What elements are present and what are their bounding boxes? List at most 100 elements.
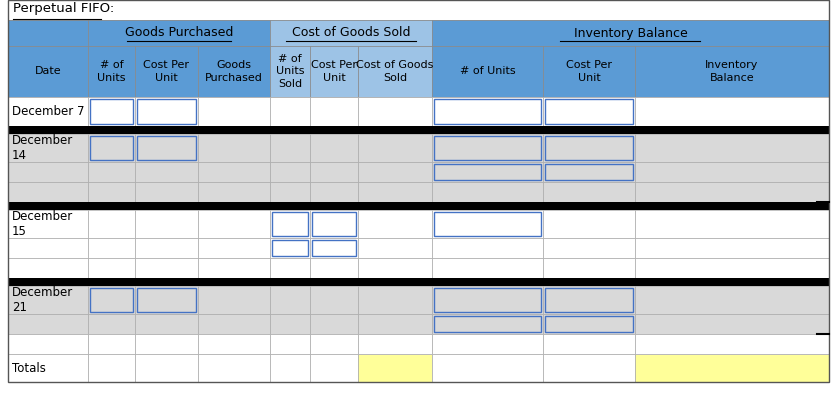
Text: # of Units: # of Units bbox=[459, 66, 515, 76]
Bar bbox=[543, 46, 635, 97]
Text: # of
Units
Sold: # of Units Sold bbox=[275, 54, 304, 89]
Bar bbox=[544, 316, 632, 332]
Bar bbox=[135, 97, 198, 126]
Bar bbox=[270, 97, 309, 126]
Bar bbox=[544, 288, 632, 312]
Bar bbox=[88, 20, 270, 46]
Bar bbox=[135, 162, 198, 182]
Text: Cost of Goods Sold: Cost of Goods Sold bbox=[292, 26, 410, 40]
Bar bbox=[431, 334, 543, 354]
Bar bbox=[198, 334, 270, 354]
Bar bbox=[272, 212, 308, 236]
Bar bbox=[434, 164, 540, 180]
Bar bbox=[309, 182, 358, 202]
Bar bbox=[431, 286, 543, 314]
Bar bbox=[270, 210, 309, 238]
Bar bbox=[8, 182, 88, 202]
Bar bbox=[90, 288, 133, 312]
Bar bbox=[434, 288, 540, 312]
Bar bbox=[198, 162, 270, 182]
Bar bbox=[8, 162, 88, 182]
Bar bbox=[309, 134, 358, 162]
Bar bbox=[272, 240, 308, 256]
Bar bbox=[635, 258, 828, 278]
Bar bbox=[135, 46, 198, 97]
Bar bbox=[635, 354, 828, 382]
Bar bbox=[270, 182, 309, 202]
Bar bbox=[270, 46, 309, 97]
Text: December
15: December 15 bbox=[12, 210, 74, 238]
Bar bbox=[543, 334, 635, 354]
Bar bbox=[270, 238, 309, 258]
Bar bbox=[270, 314, 309, 334]
Bar bbox=[358, 354, 431, 382]
Bar bbox=[635, 134, 828, 162]
Text: Inventory
Balance: Inventory Balance bbox=[705, 60, 757, 83]
Bar bbox=[434, 316, 540, 332]
Bar bbox=[137, 136, 196, 160]
Bar bbox=[198, 314, 270, 334]
Bar bbox=[8, 202, 828, 210]
Bar bbox=[309, 238, 358, 258]
Bar bbox=[431, 20, 828, 46]
Bar bbox=[358, 334, 431, 354]
Bar bbox=[543, 134, 635, 162]
Bar bbox=[8, 258, 88, 278]
Bar bbox=[312, 212, 355, 236]
Bar bbox=[270, 162, 309, 182]
Bar bbox=[543, 354, 635, 382]
Bar bbox=[8, 46, 88, 97]
Bar bbox=[635, 286, 828, 314]
Bar bbox=[198, 46, 270, 97]
Text: Cost Per
Unit: Cost Per Unit bbox=[311, 60, 357, 83]
Bar bbox=[309, 46, 358, 97]
Bar bbox=[270, 20, 431, 46]
Bar bbox=[135, 314, 198, 334]
Bar bbox=[358, 238, 431, 258]
Bar bbox=[8, 97, 88, 126]
Bar bbox=[543, 314, 635, 334]
Bar bbox=[270, 286, 309, 314]
Bar bbox=[544, 99, 632, 124]
Bar bbox=[198, 182, 270, 202]
Bar bbox=[8, 0, 828, 20]
Bar bbox=[137, 288, 196, 312]
Bar bbox=[309, 162, 358, 182]
Bar bbox=[635, 46, 828, 97]
Bar bbox=[270, 334, 309, 354]
Bar bbox=[543, 258, 635, 278]
Bar bbox=[198, 97, 270, 126]
Bar bbox=[8, 278, 828, 286]
Text: December 7: December 7 bbox=[12, 105, 84, 118]
Bar bbox=[8, 334, 88, 354]
Bar bbox=[8, 20, 88, 46]
Bar bbox=[431, 238, 543, 258]
Bar bbox=[270, 258, 309, 278]
Bar bbox=[137, 99, 196, 124]
Bar bbox=[358, 134, 431, 162]
Bar bbox=[135, 258, 198, 278]
Bar bbox=[309, 97, 358, 126]
Bar bbox=[309, 334, 358, 354]
Text: Perpetual FIFO:: Perpetual FIFO: bbox=[13, 2, 114, 15]
Text: December
14: December 14 bbox=[12, 134, 74, 162]
Bar bbox=[635, 97, 828, 126]
Bar bbox=[431, 46, 543, 97]
Bar bbox=[309, 286, 358, 314]
Bar bbox=[544, 136, 632, 160]
Bar bbox=[309, 314, 358, 334]
Bar bbox=[8, 238, 88, 258]
Bar bbox=[434, 99, 540, 124]
Text: Goods Purchased: Goods Purchased bbox=[125, 26, 233, 40]
Text: Cost of Goods
Sold: Cost of Goods Sold bbox=[356, 60, 433, 83]
Bar bbox=[635, 238, 828, 258]
Bar bbox=[434, 136, 540, 160]
Bar bbox=[635, 314, 828, 334]
Bar bbox=[135, 182, 198, 202]
Bar bbox=[88, 286, 135, 314]
Bar bbox=[135, 354, 198, 382]
Bar bbox=[635, 334, 828, 354]
Bar bbox=[309, 258, 358, 278]
Bar bbox=[544, 164, 632, 180]
Bar bbox=[135, 334, 198, 354]
